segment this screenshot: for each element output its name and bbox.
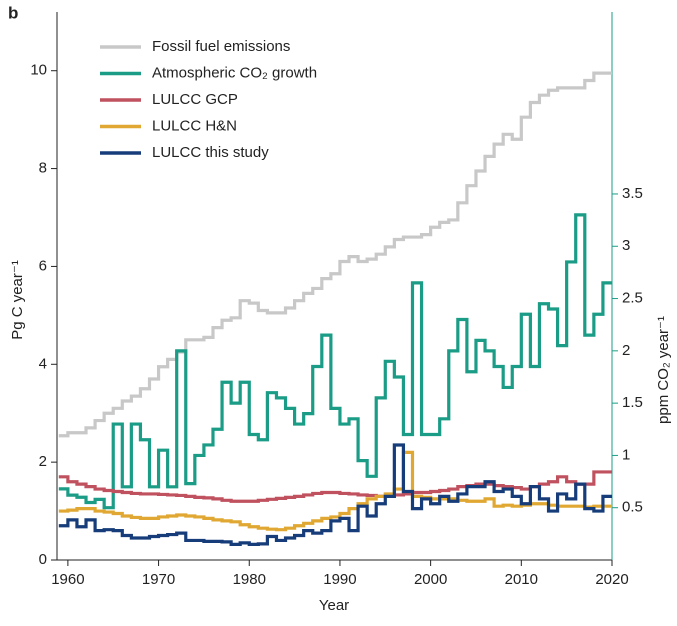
y2-tick-label: 2: [622, 342, 630, 359]
y2-tick-label: 1: [622, 446, 630, 463]
x-tick-label: 1970: [142, 571, 175, 588]
series-line: [58, 450, 612, 532]
x-tick-label: 2000: [414, 571, 447, 588]
y-tick-label: 0: [39, 551, 47, 568]
y2-tick-label: 2.5: [622, 290, 643, 307]
x-tick-label: 2020: [595, 571, 628, 588]
y-tick-label: 4: [39, 355, 47, 372]
y-axis-label: Pg C year⁻¹: [9, 260, 26, 340]
legend-label: LULCC this study: [152, 144, 269, 161]
series-line: [58, 443, 612, 546]
y-tick-label: 10: [30, 62, 47, 79]
x-tick-label: 1980: [233, 571, 266, 588]
y2-tick-label: 3: [622, 237, 630, 254]
y2-tick-label: 0.5: [622, 499, 643, 516]
x-axis-label: Year: [319, 597, 349, 614]
y-tick-label: 2: [39, 453, 47, 470]
y2-tick-label: 3.5: [622, 185, 643, 202]
series-line: [58, 213, 612, 510]
legend-label: LULCC H&N: [152, 117, 237, 134]
panel-label: b: [8, 3, 18, 22]
y2-axis-label: ppm CO₂ year⁻¹: [655, 316, 672, 424]
legend-label: Atmospheric CO₂ growth: [152, 64, 317, 81]
y-tick-label: 6: [39, 257, 47, 274]
legend-label: Fossil fuel emissions: [152, 38, 290, 55]
y2-tick-label: 1.5: [622, 394, 643, 411]
x-tick-label: 1990: [323, 571, 356, 588]
legend-label: LULCC GCP: [152, 91, 238, 108]
x-tick-label: 1960: [51, 571, 84, 588]
series-line: [58, 470, 612, 503]
x-tick-label: 2010: [505, 571, 538, 588]
y-tick-label: 8: [39, 160, 47, 177]
series-line: [58, 71, 612, 438]
